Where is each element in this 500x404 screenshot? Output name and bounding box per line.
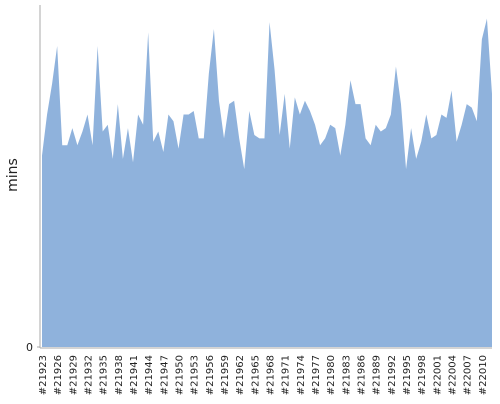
x-tick-label: #21926 <box>53 355 64 395</box>
y-axis-label: mins <box>5 158 21 192</box>
x-tick-label: #21944 <box>144 355 155 395</box>
x-tick-label: #21959 <box>220 355 231 395</box>
x-tick-label: #21980 <box>326 355 337 395</box>
x-tick-label: #22001 <box>432 355 443 395</box>
x-tick-label: #21923 <box>38 355 49 395</box>
x-tick-label: #21983 <box>341 355 352 395</box>
x-tick-label: #22004 <box>448 355 459 395</box>
area <box>42 18 492 348</box>
x-tick-label: #21998 <box>417 355 428 395</box>
y-tick-label: 0 <box>26 341 33 354</box>
x-tick-label: #21953 <box>190 355 201 395</box>
x-tick-label: #21974 <box>296 355 307 395</box>
x-tick-label: #21932 <box>84 355 95 395</box>
x-tick-label: #21977 <box>311 355 322 395</box>
x-tick-label: #21989 <box>372 355 383 395</box>
x-tick-label: #22007 <box>463 355 474 395</box>
x-tick-label: #21947 <box>159 355 170 395</box>
x-tick-label: #21965 <box>250 355 261 395</box>
x-tick-label: #21971 <box>281 355 292 395</box>
x-tick-label: #21992 <box>387 355 398 395</box>
x-tick-label: #21938 <box>114 355 125 395</box>
x-tick-label: #21968 <box>266 355 277 395</box>
x-tick-label: #21956 <box>205 355 216 395</box>
x-tick-label: #22010 <box>478 355 489 395</box>
x-tick-label: #21986 <box>357 355 368 395</box>
x-tick-label: #21929 <box>68 355 79 395</box>
x-tick-label: #21950 <box>175 355 186 395</box>
x-tick-label: #21995 <box>402 355 413 395</box>
x-tick-label: #21941 <box>129 355 140 395</box>
x-tick-label: #21935 <box>99 355 110 395</box>
x-tick-label: #21962 <box>235 355 246 395</box>
